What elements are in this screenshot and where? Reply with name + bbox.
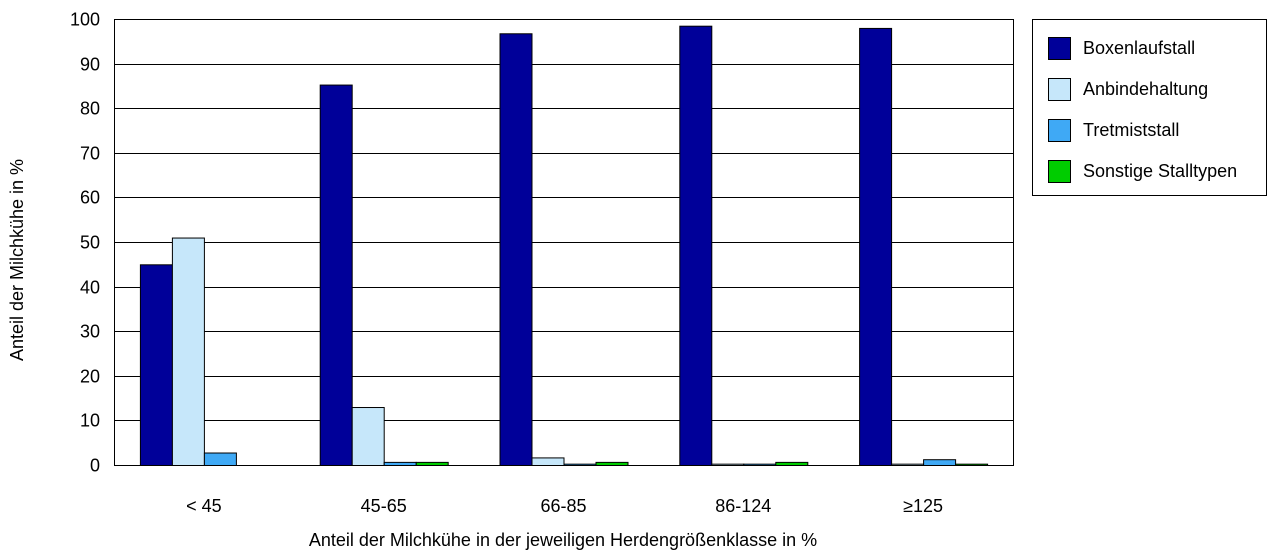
bar-boxenlaufstall-1 <box>319 84 353 466</box>
y-tick-label: 60 <box>80 188 100 208</box>
legend-swatch <box>1048 160 1071 183</box>
legend-frame <box>1032 19 1267 196</box>
bar-boxenlaufstall-3 <box>679 25 713 466</box>
x-tick-label: 45-65 <box>361 496 407 516</box>
legend-label: Boxenlaufstall <box>1083 38 1195 58</box>
bar-anbindehaltung-0 <box>171 237 205 466</box>
y-tick-label: 50 <box>80 233 100 253</box>
legend-label: Anbindehaltung <box>1083 79 1208 99</box>
x-axis-title: Anteil der Milchkühe in der jeweiligen H… <box>309 530 817 550</box>
y-tick-label: 70 <box>80 144 100 164</box>
y-tick-label: 0 <box>90 456 100 476</box>
y-tick-label: 40 <box>80 278 100 298</box>
bars <box>139 25 989 466</box>
bar-tretmiststall-0 <box>203 452 237 466</box>
bar-boxenlaufstall-2 <box>499 33 533 466</box>
plot-area-frame <box>114 19 1014 466</box>
legend-swatch <box>1048 119 1071 142</box>
y-tick-label: 20 <box>80 367 100 387</box>
bar-anbindehaltung-1 <box>351 407 385 466</box>
legend-items: Boxenlaufstall Anbindehaltung Tretmiststal… <box>1048 37 1237 183</box>
x-tick-labels: < 45 45-65 66-85 86-124 ≥125 <box>186 496 943 516</box>
x-tick-label: 86-124 <box>715 496 771 516</box>
y-tick-label: 10 <box>80 411 100 431</box>
bar-anbindehaltung-2 <box>531 457 565 466</box>
legend-label: Sonstige Stalltypen <box>1083 161 1237 181</box>
bar-tretmiststall-4 <box>923 459 957 466</box>
grid-lines <box>114 64 1013 421</box>
y-tick-label: 80 <box>80 99 100 119</box>
bar-boxenlaufstall-0 <box>139 264 173 466</box>
y-axis-title: Anteil der Milchkühe in % <box>7 159 27 361</box>
y-tick-label: 90 <box>80 55 100 75</box>
x-tick-label: 66-85 <box>540 496 586 516</box>
legend-label: Tretmiststall <box>1083 120 1179 140</box>
bar-boxenlaufstall-4 <box>859 27 893 466</box>
legend-swatch <box>1048 37 1071 60</box>
x-tick-label: ≥125 <box>903 496 943 516</box>
legend: Boxenlaufstall Anbindehaltung Tretmiststal… <box>1032 19 1267 196</box>
x-tick-label: < 45 <box>186 496 222 516</box>
y-tick-labels: 0 10 20 30 40 50 60 70 80 90 100 <box>70 10 100 476</box>
legend-swatch <box>1048 78 1071 101</box>
y-tick-label: 30 <box>80 322 100 342</box>
y-tick-label: 100 <box>70 10 100 30</box>
